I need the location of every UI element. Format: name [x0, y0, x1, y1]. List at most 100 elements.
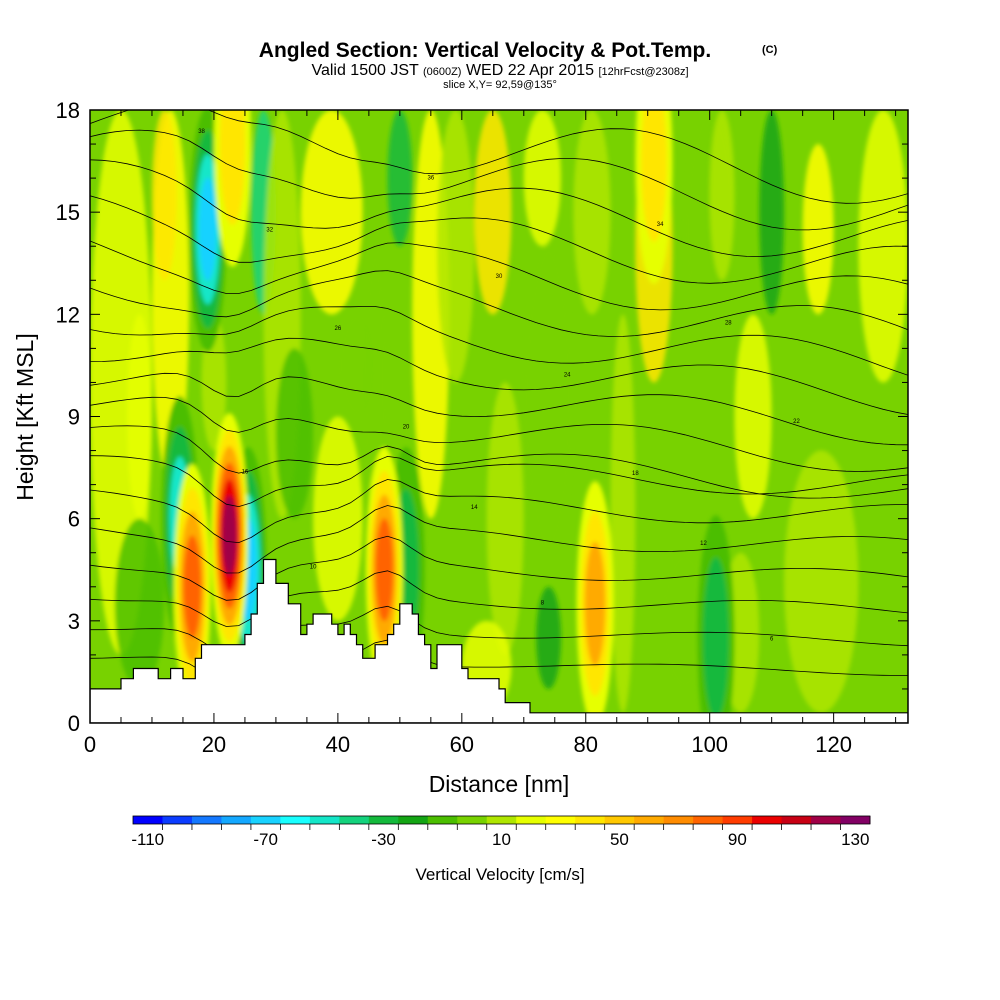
isentrope-label: 24 — [564, 372, 571, 378]
isentrope-label: 8 — [541, 601, 545, 607]
velocity-field — [90, 110, 908, 723]
colorbar-swatch — [811, 816, 842, 824]
field-patch — [784, 450, 859, 713]
field-patch — [90, 110, 152, 655]
colorbar-swatch — [575, 816, 606, 824]
x-tick-label: 20 — [202, 732, 226, 757]
downdraft-cell — [198, 177, 217, 281]
colorbar-swatch — [781, 816, 812, 824]
y-tick-label: 15 — [56, 200, 80, 225]
colorbar-swatch — [309, 816, 340, 824]
x-tick-label: 0 — [84, 732, 96, 757]
isentrope-line — [90, 396, 908, 472]
y-tick-label: 6 — [68, 507, 80, 532]
field-patch — [523, 246, 574, 553]
field-patch — [523, 110, 561, 247]
field-patch — [486, 382, 524, 655]
colorbar-swatch — [280, 816, 311, 824]
colorbar-swatch — [398, 816, 429, 824]
isentrope-label: 20 — [403, 424, 410, 430]
isentrope-label: 30 — [496, 274, 503, 280]
colorbar-swatch — [693, 816, 724, 824]
field-patch — [709, 110, 735, 281]
isentrope-label: 18 — [632, 471, 639, 477]
colorbar-title: Vertical Velocity [cm/s] — [415, 865, 584, 884]
colorbar-swatch — [486, 816, 517, 824]
colorbar: -110 -70 -30 10 50 90 130 — [131, 815, 871, 849]
colorbar-tick-label: -70 — [253, 830, 278, 849]
colorbar-tick-label: -110 — [131, 830, 164, 849]
field-patch — [275, 348, 314, 519]
isentrope-label: 14 — [471, 505, 478, 511]
colorbar-swatch — [752, 816, 783, 824]
colorbar-swatch — [191, 816, 222, 824]
isentrope-line — [90, 337, 908, 415]
field-patch — [660, 552, 710, 689]
x-tick-label: 80 — [574, 732, 598, 757]
colorbar-tick-label: 50 — [610, 830, 629, 849]
isentrope-label: 6 — [770, 636, 774, 642]
colorbar-swatch — [604, 816, 635, 824]
chart-subtitle: Valid 1500 JST (0600Z) WED 22 Apr 2015 [… — [311, 62, 688, 79]
isentrope-line — [90, 306, 908, 376]
isentrope-label: 34 — [657, 222, 664, 228]
colorbar-swatch — [457, 816, 488, 824]
field-patch — [114, 518, 165, 689]
field-patch — [573, 110, 611, 315]
colorbar-tick-label: 10 — [492, 830, 511, 849]
y-axis-label: Height [Kft MSL] — [12, 333, 38, 500]
field-patch — [313, 416, 363, 621]
isentrope-line — [90, 270, 908, 337]
isentrope-line — [90, 159, 908, 258]
field-patch — [437, 110, 475, 383]
field-patch — [337, 314, 376, 417]
updraft-cell — [183, 535, 202, 639]
chart-title-unit: (C) — [762, 44, 778, 56]
updraft-cell — [641, 110, 667, 242]
colorbar-swatch — [722, 816, 753, 824]
updraft-cell — [375, 518, 394, 622]
colorbar-swatch — [162, 816, 193, 824]
field-patch — [734, 314, 772, 519]
terrain — [90, 558, 908, 723]
x-tick-label: 100 — [691, 732, 728, 757]
colorbar-swatch — [133, 816, 163, 824]
isentrope-line — [90, 240, 908, 311]
isentrope-line — [90, 455, 908, 508]
forecast-label: [12hrFcst@2308z] — [598, 66, 688, 78]
isentropes: 383634323028262422201816141210864 — [90, 110, 908, 687]
colorbar-swatch — [545, 816, 576, 824]
colorbar-swatch — [663, 816, 694, 824]
isentrope-line — [90, 110, 908, 204]
isentrope-line — [90, 425, 908, 499]
colorbar-swatch — [840, 816, 871, 824]
colorbar-tick-label: 130 — [841, 830, 869, 849]
valid-zulu: (0600Z) — [423, 66, 462, 78]
isentrope-label: 12 — [700, 541, 707, 547]
isentrope-label: 28 — [725, 320, 732, 326]
updraft-cell — [219, 110, 246, 225]
plot-area: 383634323028262422201816141210864 — [90, 110, 908, 723]
x-tick-label: 120 — [815, 732, 852, 757]
colorbar-tick-label: -30 — [371, 830, 396, 849]
colorbar-swatch — [250, 816, 281, 824]
isentrope-label: 16 — [242, 469, 249, 475]
x-axis-label: Distance [nm] — [429, 771, 570, 797]
y-tick-label: 0 — [68, 711, 80, 736]
colorbar-swatch — [221, 816, 252, 824]
colorbar-swatch — [634, 816, 665, 824]
isentrope-label: 26 — [335, 326, 342, 332]
chart-title: Angled Section: Vertical Velocity & Pot.… — [259, 39, 711, 62]
colorbar-swatch — [368, 816, 399, 824]
colorbar-swatch — [427, 816, 458, 824]
field-patch — [151, 110, 177, 281]
field-patch — [474, 110, 512, 315]
isentrope-line — [90, 195, 908, 284]
y-tick-label: 18 — [56, 98, 80, 123]
updraft-cell — [222, 495, 237, 576]
isentrope-line — [90, 479, 908, 544]
isentrope-label: 32 — [266, 227, 273, 233]
downdraft-cell — [703, 557, 729, 719]
field-patch — [610, 314, 636, 713]
